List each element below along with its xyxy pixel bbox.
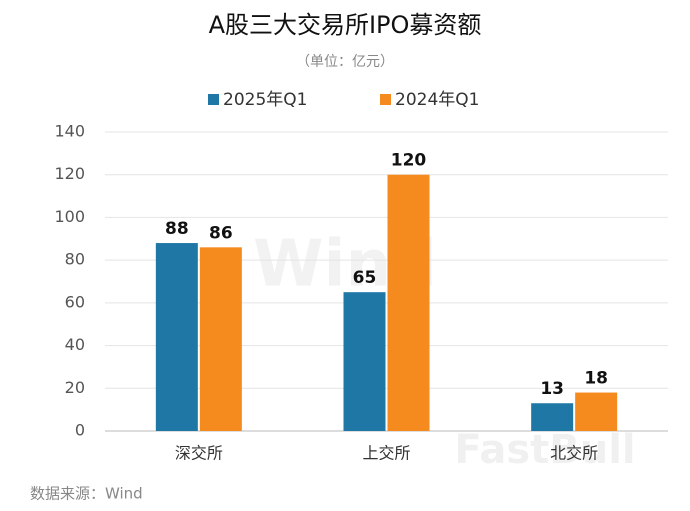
data-label: 18 [584, 369, 608, 389]
chart-title: A股三大交易所IPO募资额 [209, 11, 482, 39]
bar [155, 243, 198, 431]
legend-swatch [208, 94, 219, 105]
x-tick-label: 上交所 [362, 444, 410, 463]
y-tick-label: 0 [75, 421, 85, 440]
source-note: 数据来源：Wind [30, 485, 143, 503]
watermark: FastBull [454, 427, 635, 473]
bar [199, 247, 242, 431]
bar [575, 392, 618, 431]
data-label: 86 [209, 223, 233, 243]
x-tick-label: 北交所 [550, 444, 598, 463]
data-label: 65 [353, 268, 377, 288]
bar [387, 174, 430, 431]
y-tick-label: 40 [65, 335, 85, 354]
bar [343, 292, 386, 431]
y-tick-label: 100 [54, 207, 85, 226]
y-tick-label: 60 [65, 292, 85, 311]
x-tick-label: 深交所 [175, 444, 223, 463]
bar [531, 403, 574, 431]
chart-subtitle: （单位：亿元） [296, 54, 394, 70]
y-tick-label: 80 [65, 250, 85, 269]
legend-swatch [380, 94, 391, 105]
legend-label: 2025年Q1 [223, 90, 307, 110]
y-tick-label: 20 [65, 378, 85, 397]
y-tick-label: 120 [54, 164, 85, 183]
y-tick-label: 140 [54, 122, 85, 141]
data-label: 88 [165, 219, 189, 239]
data-label: 13 [540, 379, 564, 399]
legend-label: 2024年Q1 [395, 90, 479, 110]
data-label: 120 [391, 151, 427, 171]
